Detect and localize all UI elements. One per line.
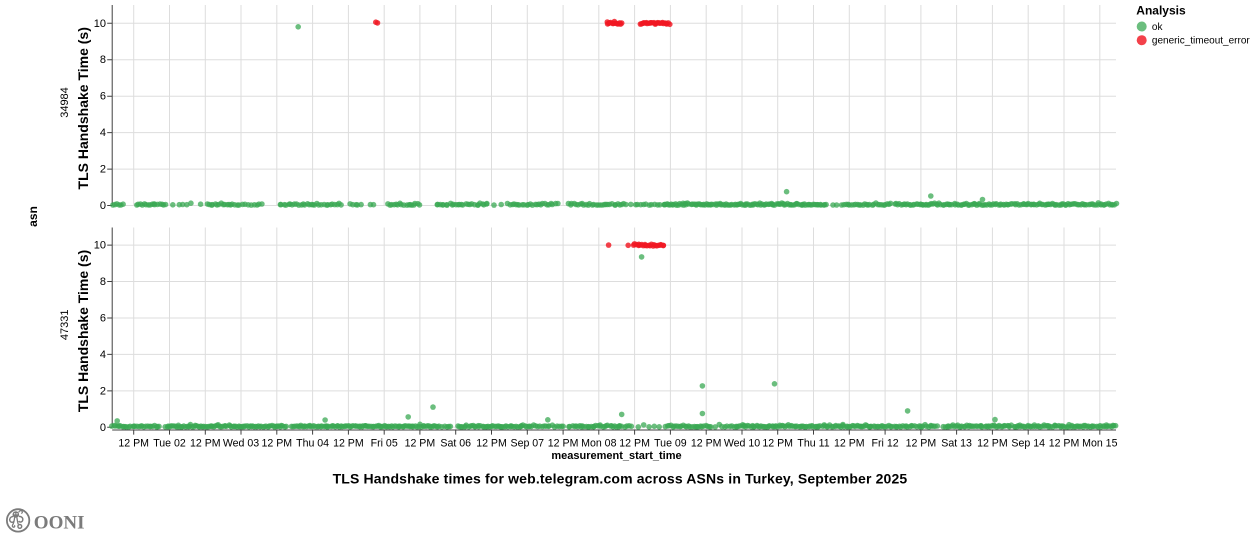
svg-text:12 PM: 12 PM [405, 438, 436, 450]
svg-text:Thu 04: Thu 04 [296, 438, 329, 450]
svg-text:4: 4 [100, 127, 106, 139]
svg-text:12 PM: 12 PM [1049, 438, 1080, 450]
svg-text:47331: 47331 [59, 310, 71, 341]
svg-text:measurement_start_time: measurement_start_time [551, 450, 681, 462]
svg-text:Sep 07: Sep 07 [511, 438, 545, 450]
svg-text:8: 8 [100, 276, 106, 288]
svg-text:Sat 06: Sat 06 [440, 438, 471, 450]
svg-text:ok: ok [1152, 22, 1164, 33]
svg-text:0: 0 [100, 422, 106, 434]
svg-text:12 PM: 12 PM [476, 438, 507, 450]
svg-text:Fri 12: Fri 12 [872, 438, 899, 450]
svg-text:Thu 11: Thu 11 [797, 438, 829, 450]
svg-text:12 PM: 12 PM [691, 438, 722, 450]
svg-text:2: 2 [100, 164, 106, 176]
svg-text:12 PM: 12 PM [261, 438, 292, 450]
svg-text:12 PM: 12 PM [118, 438, 149, 450]
svg-text:TLS Handshake Time (s): TLS Handshake Time (s) [75, 27, 91, 189]
svg-text:12 PM: 12 PM [906, 438, 937, 450]
svg-text:0: 0 [100, 200, 106, 212]
svg-text:Sat 13: Sat 13 [941, 438, 972, 450]
svg-text:Tue 02: Tue 02 [153, 438, 186, 450]
svg-text:12 PM: 12 PM [977, 438, 1008, 450]
svg-text:OONI: OONI [34, 512, 85, 533]
svg-text:10: 10 [94, 18, 106, 30]
svg-text:generic_timeout_error: generic_timeout_error [1152, 36, 1250, 47]
svg-text:Wed 03: Wed 03 [223, 438, 259, 450]
svg-text:34984: 34984 [59, 87, 71, 118]
svg-text:6: 6 [100, 313, 106, 325]
svg-text:12 PM: 12 PM [190, 438, 221, 450]
svg-text:TLS Handshake times for web.te: TLS Handshake times for web.telegram.com… [333, 471, 908, 487]
svg-text:8: 8 [100, 54, 106, 66]
svg-text:12 PM: 12 PM [548, 438, 579, 450]
svg-text:2: 2 [100, 385, 106, 397]
svg-text:asn: asn [26, 206, 40, 227]
svg-text:Mon 08: Mon 08 [581, 438, 616, 450]
svg-text:Analysis: Analysis [1136, 4, 1186, 18]
svg-text:12 PM: 12 PM [619, 438, 650, 450]
svg-text:12 PM: 12 PM [834, 438, 865, 450]
svg-text:Sep 14: Sep 14 [1011, 438, 1045, 450]
svg-text:Fri 05: Fri 05 [371, 438, 398, 450]
svg-text:4: 4 [100, 349, 106, 361]
svg-text:10: 10 [94, 240, 106, 252]
svg-text:12 PM: 12 PM [762, 438, 793, 450]
svg-text:Mon 15: Mon 15 [1082, 438, 1117, 450]
svg-text:6: 6 [100, 91, 106, 103]
svg-text:TLS Handshake Time (s): TLS Handshake Time (s) [75, 250, 91, 412]
svg-text:Wed 10: Wed 10 [724, 438, 760, 450]
svg-text:12 PM: 12 PM [333, 438, 364, 450]
svg-text:Tue 09: Tue 09 [654, 438, 687, 450]
